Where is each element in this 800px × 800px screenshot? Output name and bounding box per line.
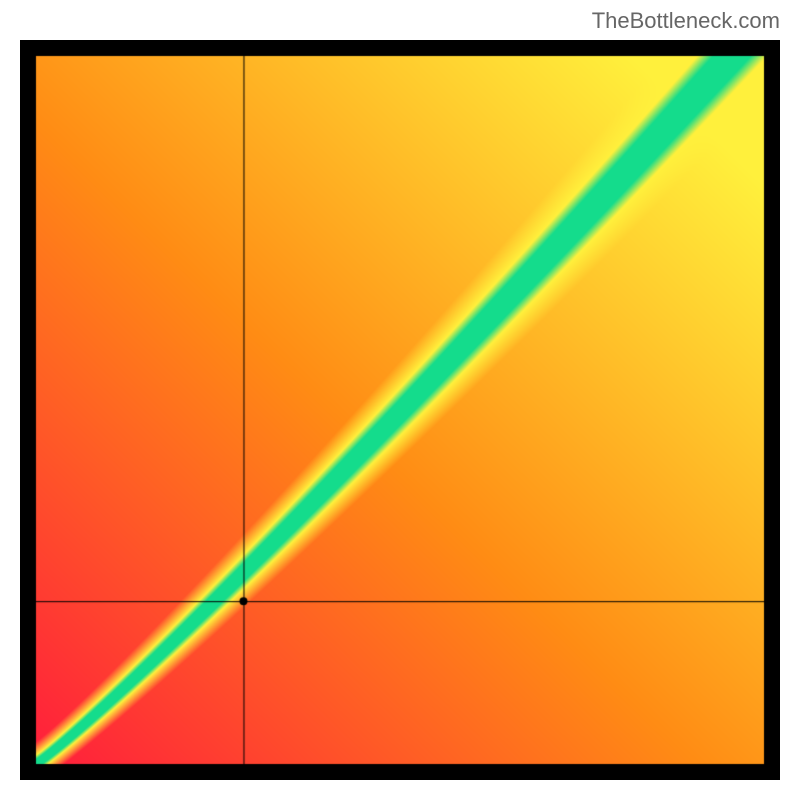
chart-container: TheBottleneck.com: [0, 0, 800, 800]
watermark-text: TheBottleneck.com: [592, 8, 780, 34]
heatmap-canvas: [20, 40, 780, 780]
